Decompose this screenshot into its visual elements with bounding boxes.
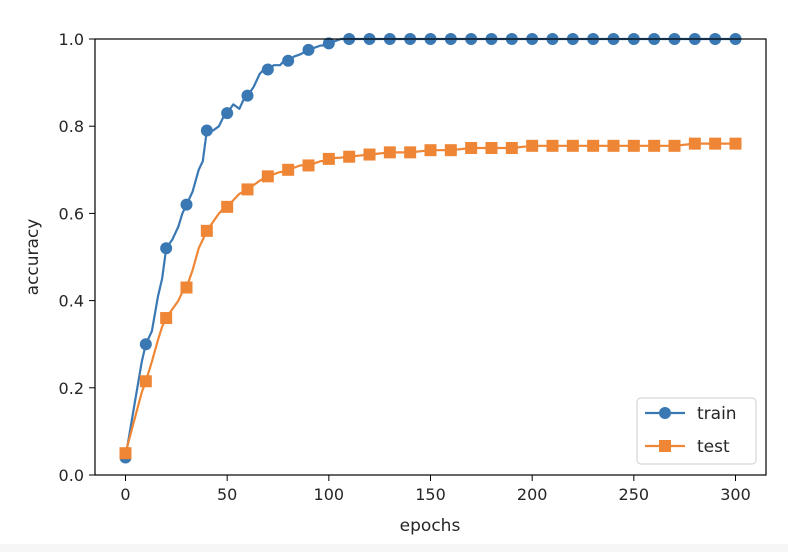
x-tick-label: 250	[619, 485, 650, 504]
series-test-marker	[444, 144, 457, 157]
series-test-marker	[505, 142, 518, 154]
series-train-marker	[160, 242, 173, 255]
y-tick-label: 0.6	[59, 204, 84, 223]
series-test-marker	[261, 170, 274, 183]
legend-test-marker	[659, 440, 671, 452]
series-test-marker	[139, 375, 152, 388]
series-train-marker	[139, 338, 152, 351]
y-tick-label: 1.0	[59, 30, 84, 49]
x-tick-label: 300	[720, 485, 751, 504]
series-test-marker	[241, 183, 254, 196]
y-tick-label: 0.4	[59, 292, 84, 311]
series-test-marker	[587, 139, 600, 152]
series-train-marker	[200, 124, 213, 137]
series-test-marker	[363, 148, 376, 161]
series-test-marker	[424, 144, 437, 157]
series-test-marker	[607, 139, 620, 152]
bottom-strip	[0, 544, 788, 552]
series-train-marker	[282, 54, 295, 67]
x-tick-label: 200	[517, 485, 548, 504]
series-test-marker	[627, 139, 640, 152]
series-test-marker	[546, 139, 559, 152]
series-test-marker	[322, 152, 335, 165]
series-test-marker	[383, 146, 396, 159]
series-test-marker	[221, 200, 234, 213]
series-test-marker	[119, 447, 132, 460]
legend-test-label: test	[697, 437, 730, 457]
series-test-marker	[668, 139, 681, 152]
legend: train test	[636, 397, 757, 465]
x-tick-label: 50	[217, 485, 237, 504]
series-test-marker	[200, 224, 213, 237]
series-test-marker	[160, 312, 173, 325]
series-train-marker	[180, 198, 193, 211]
series-test-marker	[648, 139, 661, 152]
series-test-marker	[526, 139, 539, 152]
series-train-marker	[241, 89, 254, 102]
series-test-marker	[688, 137, 701, 150]
x-tick-label: 0	[120, 485, 130, 504]
series-test-marker	[709, 137, 722, 150]
x-tick-label: 100	[314, 485, 345, 504]
series-train-marker	[302, 43, 315, 56]
series-train-line	[124, 37, 736, 458]
series-train-marker	[221, 107, 234, 120]
y-axis-label: accuracy	[23, 219, 43, 296]
series-test-marker	[729, 137, 742, 150]
series-test-marker	[302, 159, 315, 172]
series-test-marker	[282, 163, 295, 176]
series-test-marker	[180, 281, 193, 294]
series-train-marker	[261, 63, 274, 76]
series-test-marker	[343, 150, 356, 163]
series-test-marker	[485, 142, 498, 154]
legend-train-marker	[659, 407, 671, 419]
series-test-marker	[404, 146, 417, 159]
y-tick-label: 0.2	[59, 379, 84, 398]
x-axis: 0 50 100 150 200 250 300	[120, 475, 751, 504]
y-tick-label: 0.8	[59, 117, 84, 136]
x-tick-label: 150	[415, 485, 446, 504]
series-train-marker	[322, 37, 335, 50]
y-tick-label: 0.0	[59, 466, 84, 485]
series-test-marker	[566, 139, 579, 152]
x-axis-label: epochs	[400, 516, 461, 536]
series-test-marker	[465, 142, 478, 154]
y-axis: 0.0 0.2 0.4 0.6 0.8 1.0	[59, 30, 95, 485]
legend-train-label: train	[697, 404, 737, 424]
